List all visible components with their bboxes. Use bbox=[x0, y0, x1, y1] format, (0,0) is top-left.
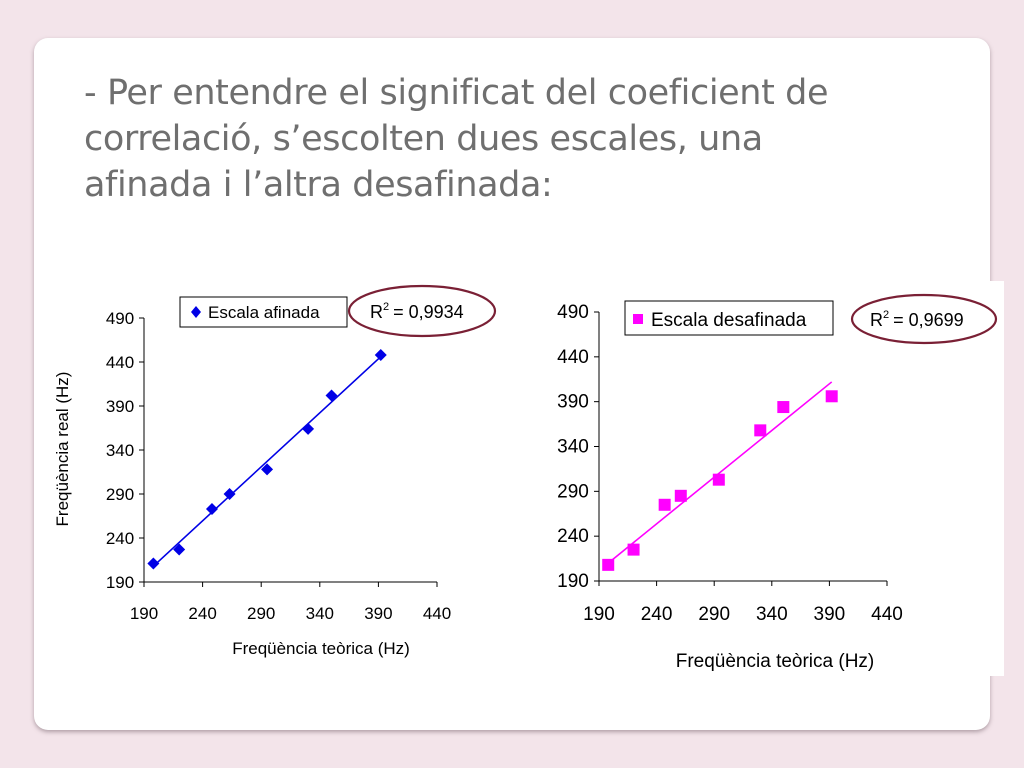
legend-box-right bbox=[624, 300, 834, 336]
data-point-left bbox=[223, 488, 236, 500]
data-point-right bbox=[754, 424, 767, 437]
chart-right-panel bbox=[509, 281, 1004, 676]
heading-line-2: correlació, s’escolten dues escales, una bbox=[84, 119, 763, 159]
data-point-left bbox=[302, 422, 315, 435]
x-tick-label-left: 340 bbox=[306, 604, 334, 623]
trendline-left bbox=[152, 356, 382, 567]
data-point-right bbox=[658, 498, 671, 511]
data-point-left bbox=[147, 557, 160, 570]
heading-line-3: afinada i l’altra desafinada: bbox=[84, 165, 553, 205]
data-point-right bbox=[674, 489, 687, 502]
y-tick-label-right: 340 bbox=[557, 437, 589, 458]
r2-ellipse-left bbox=[347, 284, 497, 338]
y-tick-label-right: 490 bbox=[557, 302, 589, 323]
heading-line-1: - Per entendre el significat del coefici… bbox=[84, 73, 829, 113]
x-tick-label-right: 290 bbox=[698, 604, 730, 625]
x-axis-title-right: Freqüència teòrica (Hz) bbox=[676, 651, 875, 672]
data-point-right bbox=[602, 558, 615, 571]
r2-label-left: R2 = 0,9934 bbox=[370, 301, 464, 322]
legend-label-right: Escala desafinada bbox=[651, 310, 807, 331]
y-tick-label-left: 190 bbox=[106, 573, 134, 592]
x-tick-label-right: 240 bbox=[641, 604, 673, 625]
legend-square-icon bbox=[633, 314, 643, 324]
data-point-left bbox=[173, 543, 186, 556]
y-tick-label-right: 240 bbox=[557, 526, 589, 547]
y-tick-label-left: 340 bbox=[106, 441, 134, 460]
r2-ellipse-right bbox=[850, 293, 998, 345]
y-tick-label-left: 240 bbox=[106, 529, 134, 548]
y-tick-label-left: 440 bbox=[106, 353, 134, 372]
y-tick-label-left: 490 bbox=[106, 309, 134, 328]
y-tick-label-left: 290 bbox=[106, 485, 134, 504]
data-point-right bbox=[712, 473, 725, 486]
data-point-left bbox=[325, 389, 338, 402]
x-tick-label-right: 390 bbox=[814, 604, 846, 625]
x-tick-label-left: 440 bbox=[423, 604, 451, 623]
y-axis-title-left: Freqüència real (Hz) bbox=[53, 372, 72, 527]
x-tick-label-left: 390 bbox=[364, 604, 392, 623]
data-point-left bbox=[261, 463, 274, 476]
x-tick-label-left: 290 bbox=[247, 604, 275, 623]
y-tick-label-right: 440 bbox=[557, 347, 589, 368]
y-tick-label-left: 390 bbox=[106, 397, 134, 416]
x-tick-label-right: 190 bbox=[583, 604, 615, 625]
x-tick-label-left: 190 bbox=[130, 604, 158, 623]
x-tick-label-left: 240 bbox=[188, 604, 216, 623]
x-axis-title-left: Freqüència teòrica (Hz) bbox=[232, 639, 410, 658]
data-point-right bbox=[825, 390, 838, 403]
y-tick-label-right: 290 bbox=[557, 481, 589, 502]
x-tick-label-right: 440 bbox=[871, 604, 903, 625]
y-tick-label-right: 190 bbox=[557, 571, 589, 592]
data-point-right bbox=[627, 543, 640, 556]
x-tick-label-right: 340 bbox=[756, 604, 788, 625]
data-point-left bbox=[205, 502, 218, 515]
trendline-right bbox=[607, 381, 833, 564]
r2-label-right: R2 = 0,9699 bbox=[870, 309, 964, 330]
legend-label-left: Escala afinada bbox=[208, 303, 320, 322]
data-point-left bbox=[374, 348, 387, 361]
data-point-right bbox=[777, 401, 790, 414]
legend-box-left bbox=[179, 296, 348, 328]
legend-diamond-icon bbox=[191, 306, 201, 318]
slide-heading: - Per entendre el significat del coefici… bbox=[84, 70, 964, 208]
y-tick-label-right: 390 bbox=[557, 392, 589, 413]
